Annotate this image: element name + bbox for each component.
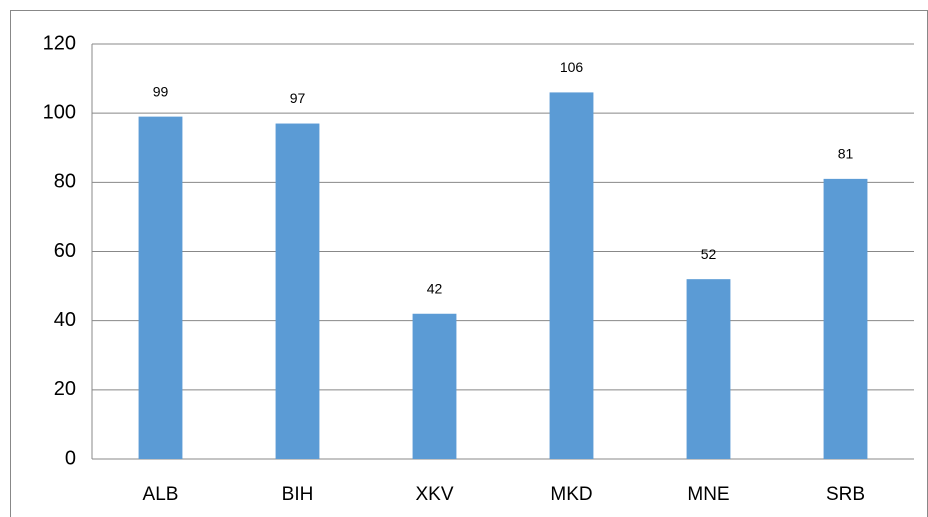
data-label: 99 xyxy=(153,83,169,99)
bar xyxy=(686,279,731,459)
y-tick-label: 40 xyxy=(54,309,76,331)
x-tick-label: XKV xyxy=(415,484,453,505)
bar xyxy=(275,123,320,460)
bar xyxy=(823,178,868,459)
y-tick-label: 120 xyxy=(43,32,76,54)
x-tick-label: MKD xyxy=(550,484,592,505)
bar xyxy=(138,116,183,459)
x-tick-label: MNE xyxy=(687,484,729,505)
y-tick-label: 80 xyxy=(54,171,76,193)
y-tick-label: 100 xyxy=(43,101,76,123)
bar xyxy=(549,92,594,460)
y-tick-label: 0 xyxy=(65,447,76,469)
x-tick-label: SRB xyxy=(826,484,865,505)
data-label: 106 xyxy=(560,59,584,75)
bar xyxy=(412,313,457,459)
x-tick-label: ALB xyxy=(143,484,179,505)
y-tick-label: 20 xyxy=(54,378,76,400)
data-label: 42 xyxy=(427,280,443,296)
x-tick-label: BIH xyxy=(282,484,314,505)
data-label: 52 xyxy=(701,246,717,262)
y-tick-label: 60 xyxy=(54,240,76,262)
data-label: 81 xyxy=(838,146,854,162)
data-label: 97 xyxy=(290,90,306,106)
